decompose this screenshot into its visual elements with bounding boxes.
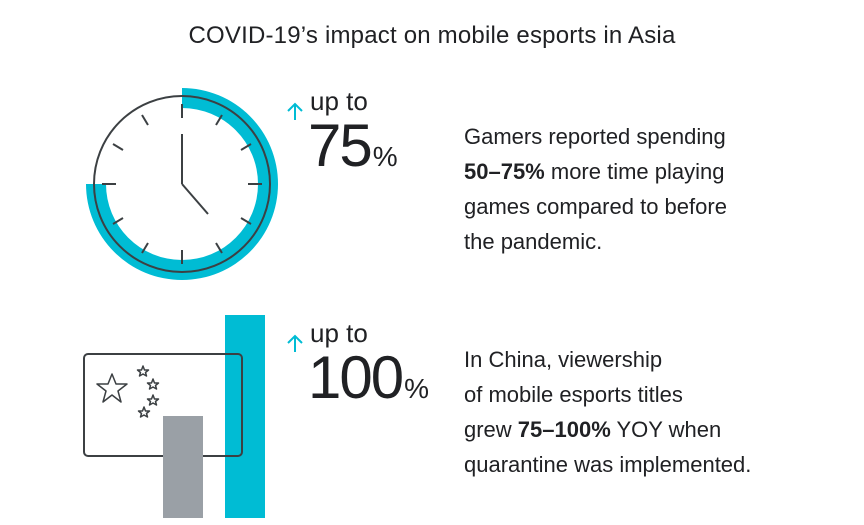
description-line: grew 75–100% YOY when bbox=[464, 412, 844, 447]
description-text: YOY when bbox=[610, 417, 722, 442]
highlight-figure: 50–75% bbox=[464, 159, 545, 184]
up-arrow-icon bbox=[287, 334, 303, 352]
growth-bar-short bbox=[163, 416, 203, 518]
highlight-figure: 75–100% bbox=[517, 417, 611, 442]
description-text: the pandemic. bbox=[464, 229, 603, 254]
description-line: the pandemic. bbox=[464, 224, 824, 259]
description-line: 50–75% more time playing bbox=[464, 154, 824, 189]
stat-100: up to 100% bbox=[284, 318, 444, 408]
description-text: games compared to before bbox=[464, 194, 727, 219]
description-text: In China, viewership bbox=[464, 347, 663, 372]
description-text: quarantine was implemented. bbox=[464, 452, 752, 477]
page-title: COVID-19’s impact on mobile esports in A… bbox=[188, 22, 676, 49]
china-flag-icon bbox=[83, 315, 265, 518]
up-arrow-icon bbox=[287, 102, 303, 120]
stat-75: up to 75% bbox=[284, 86, 424, 176]
description-line: Gamers reported spending bbox=[464, 119, 824, 154]
stat-number: 75 bbox=[308, 112, 373, 179]
description-text: grew bbox=[464, 417, 518, 442]
stat-value: 75% bbox=[308, 116, 398, 176]
stat-prefix: up to bbox=[310, 86, 368, 116]
growth-bar-tall bbox=[225, 315, 265, 518]
description-text: Gamers reported spending bbox=[464, 124, 726, 149]
stat-unit: % bbox=[372, 141, 398, 172]
stat-value: 100% bbox=[308, 348, 429, 408]
flag-stars bbox=[96, 365, 160, 418]
description-line: games compared to before bbox=[464, 189, 824, 224]
clock-hour-hand bbox=[181, 183, 209, 215]
description-text: of mobile esports titles bbox=[464, 382, 683, 407]
description-line: In China, viewership bbox=[464, 342, 844, 377]
description-line: of mobile esports titles bbox=[464, 377, 844, 412]
stat-description: Gamers reported spending 50–75% more time… bbox=[464, 119, 824, 259]
clock-ticks bbox=[102, 104, 262, 264]
stat-prefix: up to bbox=[310, 318, 368, 348]
stat-unit: % bbox=[404, 373, 430, 404]
stat-description: In China, viewership of mobile esports ti… bbox=[464, 342, 844, 482]
clock-icon bbox=[86, 88, 278, 280]
stat-number: 100 bbox=[308, 344, 404, 411]
clock-face bbox=[93, 95, 271, 273]
description-line: quarantine was implemented. bbox=[464, 447, 844, 482]
description-text: more time playing bbox=[544, 159, 725, 184]
